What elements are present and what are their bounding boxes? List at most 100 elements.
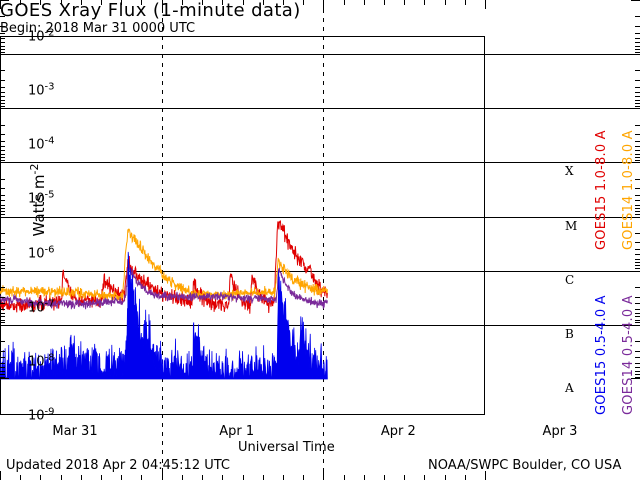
x-axis-tick bbox=[40, 475, 42, 480]
y-axis-tick-left bbox=[0, 159, 5, 161]
x-axis-tick bbox=[464, 0, 466, 5]
y-axis-tick-right bbox=[635, 150, 640, 152]
y-axis-tick-left bbox=[0, 316, 5, 318]
y-tick-mantissa: 10 bbox=[28, 137, 45, 153]
y-axis-tick-right bbox=[635, 303, 640, 305]
y-axis-tick-left bbox=[0, 37, 5, 39]
x-axis-tick bbox=[444, 475, 446, 480]
y-axis-tick-right bbox=[631, 108, 640, 110]
legend-item-2: GOES14 1.0-8.0 A bbox=[621, 130, 636, 250]
y-axis-tick-right bbox=[635, 146, 640, 148]
x-axis-tick bbox=[363, 0, 365, 5]
y-axis-tick-left bbox=[0, 150, 5, 152]
y-axis-tick-left bbox=[0, 200, 5, 202]
y-axis-tick-left bbox=[0, 350, 5, 352]
x-axis-tick bbox=[282, 475, 284, 480]
y-axis-tick-left bbox=[0, 0, 9, 1]
x-axis-tick bbox=[60, 0, 62, 5]
y-tick-mantissa: 10 bbox=[28, 300, 45, 316]
y-axis-tick-left bbox=[0, 162, 9, 164]
y-axis-tick-right bbox=[635, 37, 640, 39]
y-axis-tick-left bbox=[0, 366, 5, 368]
x-axis-tick bbox=[101, 0, 103, 5]
x-axis-tick bbox=[485, 471, 486, 480]
y-axis-tick-right bbox=[635, 124, 640, 126]
y-axis-tick-left bbox=[0, 232, 5, 234]
gridline-horizontal bbox=[0, 324, 640, 326]
y-axis-tick-left bbox=[0, 378, 9, 379]
y-tick-mantissa: 10 bbox=[28, 83, 45, 99]
y-tick-exponent: -7 bbox=[44, 298, 55, 310]
y-axis-tick-left bbox=[0, 105, 5, 107]
x-axis-tick-label: Apr 1 bbox=[219, 424, 255, 439]
trace-goes14-1-0-8-0-a bbox=[0, 228, 328, 302]
y-axis-tick-left bbox=[0, 103, 5, 105]
x-axis-tick bbox=[202, 475, 204, 480]
y-axis-tick-right bbox=[631, 54, 640, 56]
x-axis-tick bbox=[343, 475, 345, 480]
y-axis-tick-left bbox=[0, 96, 5, 98]
x-axis-tick bbox=[141, 0, 143, 5]
y-axis-tick-right bbox=[635, 51, 640, 53]
y-axis-tick-left bbox=[0, 258, 5, 260]
x-axis-tick bbox=[121, 0, 123, 5]
y-axis-tick-right bbox=[635, 159, 640, 161]
y-axis-tick-left bbox=[0, 54, 9, 56]
y-axis-tick-left bbox=[0, 99, 5, 101]
x-axis-tick bbox=[262, 0, 264, 5]
y-axis-tick-left bbox=[0, 91, 5, 93]
y-axis-tick-label: 10-8 bbox=[28, 352, 55, 369]
x-axis-tick bbox=[40, 0, 42, 5]
y-axis-tick-right bbox=[635, 308, 640, 310]
gridline-horizontal bbox=[0, 54, 640, 56]
x-axis-tick bbox=[121, 475, 123, 480]
gridline-horizontal bbox=[0, 270, 640, 272]
x-axis-tick-label: Apr 2 bbox=[380, 424, 416, 439]
y-axis-tick-right bbox=[631, 324, 640, 326]
y-axis-tick-left bbox=[0, 16, 5, 18]
x-axis-tick bbox=[404, 0, 406, 5]
y-axis-tick-left bbox=[0, 204, 5, 206]
y-axis-tick-right bbox=[635, 140, 640, 142]
y-axis-tick-left bbox=[0, 45, 5, 47]
x-axis-tick bbox=[424, 0, 426, 5]
y-axis-tick-right bbox=[635, 232, 640, 234]
y-axis-tick-right bbox=[631, 162, 640, 164]
y-axis-tick-left bbox=[0, 376, 5, 378]
x-axis-tick bbox=[0, 471, 1, 480]
y-axis-tick-left bbox=[0, 214, 5, 216]
legend-item-4: GOES14 0.5-4.0 A bbox=[621, 295, 636, 415]
y-tick-exponent: -8 bbox=[44, 352, 55, 364]
y-axis-tick-label: 10-2 bbox=[28, 27, 55, 44]
x-axis-tick bbox=[363, 475, 365, 480]
y-axis-tick-left bbox=[0, 140, 5, 142]
y-tick-exponent: -4 bbox=[44, 135, 55, 147]
y-axis-tick-right bbox=[635, 362, 640, 364]
y-axis-tick-left bbox=[0, 322, 5, 324]
y-axis-tick-left bbox=[0, 154, 5, 156]
y-axis-tick-right bbox=[635, 134, 640, 136]
y-axis-tick-left bbox=[0, 146, 5, 148]
y-axis-tick-label: 10-7 bbox=[28, 298, 55, 315]
y-axis-tick-left bbox=[0, 48, 5, 50]
y-axis-tick-left bbox=[0, 134, 5, 136]
y-axis-tick-right bbox=[635, 242, 640, 244]
y-axis-tick-right bbox=[635, 99, 640, 101]
x-axis-tick bbox=[181, 0, 183, 5]
y-axis-tick-left bbox=[0, 370, 5, 372]
y-axis-tick-left bbox=[0, 108, 9, 110]
x-axis-tick bbox=[404, 475, 406, 480]
updated-timestamp: Updated 2018 Apr 2 04:45:12 UTC bbox=[6, 458, 230, 473]
y-axis-tick-left bbox=[0, 86, 5, 88]
y-axis-tick-left bbox=[0, 324, 9, 326]
y-axis-tick-left bbox=[0, 262, 5, 264]
gridline-horizontal bbox=[0, 216, 640, 218]
y-tick-exponent: -2 bbox=[44, 27, 55, 39]
y-axis-tick-right bbox=[635, 178, 640, 180]
x-axis-tick bbox=[242, 0, 244, 5]
y-axis-tick-left bbox=[0, 25, 5, 27]
y-axis-tick-right bbox=[635, 70, 640, 72]
x-axis-tick-label: Apr 3 bbox=[542, 424, 578, 439]
